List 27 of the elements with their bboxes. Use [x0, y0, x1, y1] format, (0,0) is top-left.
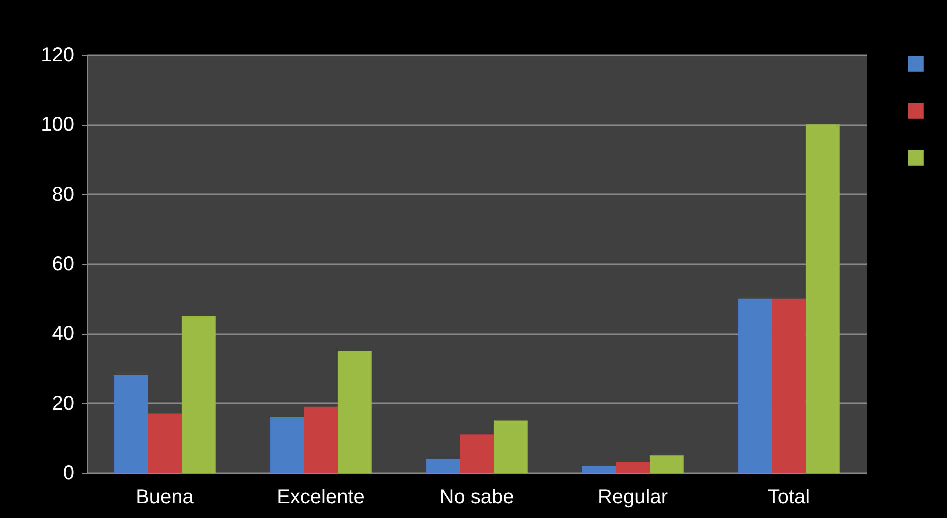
bar	[460, 434, 494, 473]
y-tick-label: 60	[52, 254, 74, 276]
bar	[494, 420, 528, 473]
x-tick-label: Regular	[598, 486, 668, 508]
y-tick-label: 100	[41, 114, 74, 136]
bar	[772, 298, 806, 473]
y-tick-label: 20	[52, 392, 74, 415]
bar	[114, 375, 148, 473]
x-tick-label: Excelente	[277, 486, 365, 508]
bar	[650, 456, 684, 473]
x-tick-label: No sabe	[440, 486, 514, 508]
bar	[338, 351, 372, 473]
bar	[582, 466, 616, 473]
x-tick-label: Total	[768, 486, 810, 508]
bar	[806, 124, 840, 473]
y-tick-label: 80	[52, 184, 74, 206]
bar	[270, 417, 304, 473]
y-tick-label: 120	[41, 44, 74, 66]
y-tick-label: 0	[63, 462, 74, 484]
bar	[738, 298, 772, 473]
y-tick-label: 40	[52, 323, 74, 346]
bar	[148, 414, 182, 473]
bar	[426, 459, 460, 473]
bar	[616, 462, 650, 473]
bar	[304, 406, 338, 473]
x-tick-label: Buena	[136, 486, 195, 508]
bar	[182, 316, 216, 473]
